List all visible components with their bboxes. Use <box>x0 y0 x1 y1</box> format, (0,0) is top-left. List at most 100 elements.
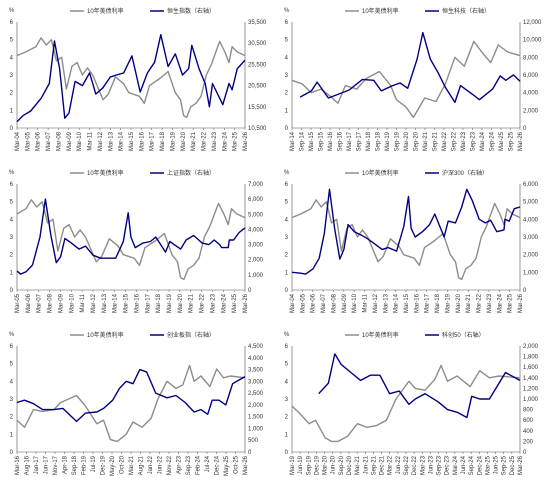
x-tick-label: Jun-22 <box>396 455 402 474</box>
x-tick-label: Sep-23 <box>471 131 477 151</box>
x-tick-label: Mar-22 <box>388 455 394 475</box>
x-tick-label: Sep-19 <box>395 131 401 151</box>
x-tick-label: Dec-20 <box>347 455 353 475</box>
right-tick-label: 10,000 <box>523 38 542 44</box>
left-tick-label: 0 <box>285 288 289 294</box>
x-tick-label: Mar-23 <box>210 293 216 313</box>
left-tick-label: 4 <box>10 55 14 61</box>
x-tick-label: Mar-25 <box>232 293 238 313</box>
x-tick-label: Mar-10 <box>69 293 75 313</box>
x-tick-label: Mar-15 <box>129 131 135 151</box>
right-tick-label: 0 <box>248 288 252 294</box>
legend-label: 恒生指数（右轴） <box>167 7 215 15</box>
x-tick-label: Mar-06 <box>311 293 317 313</box>
x-tick-label: Jun-21 <box>363 455 369 474</box>
x-tick-label: Mar-14 <box>119 131 125 151</box>
x-tick-label: Mar-15 <box>404 293 410 313</box>
x-tick-label: Jul-24 <box>205 455 211 472</box>
series-line-index <box>16 34 246 123</box>
x-tick-label: Mar-11 <box>80 293 86 312</box>
left-tick-label: 6 <box>285 182 289 188</box>
legend-label: 10年美债利率 <box>362 7 399 15</box>
x-tick-label: Sep-19 <box>306 455 312 475</box>
right-tick-label: 0 <box>523 126 527 132</box>
series-line-index <box>16 198 246 275</box>
left-tick-label: 4 <box>285 55 289 61</box>
x-tick-label: Mar-26 <box>518 293 524 313</box>
series-line-index <box>291 188 521 275</box>
x-tick-label: Oct-25 <box>234 455 240 474</box>
x-tick-label: Mar-14 <box>394 293 400 313</box>
x-tick-label: Mar-18 <box>156 293 162 313</box>
left-tick-label: 3 <box>285 397 289 403</box>
x-tick-label: Sep-20 <box>414 131 420 151</box>
left-tick-label: 1 <box>285 108 289 114</box>
right-tick-label: 3,000 <box>248 379 264 385</box>
x-tick-label: Mar-13 <box>383 293 389 313</box>
right-tick-label: 5,000 <box>248 212 264 218</box>
left-axis-unit: % <box>284 332 290 338</box>
x-tick-label: Jul-19 <box>91 455 97 472</box>
x-tick-label: Aug-21 <box>139 455 145 475</box>
x-tick-label: Mar-20 <box>456 293 462 313</box>
left-tick-label: 0 <box>10 450 14 456</box>
x-tick-label: Feb-19 <box>82 455 88 475</box>
x-tick-label: Mar-06 <box>26 293 32 313</box>
x-tick-label: Jun-25 <box>494 455 500 474</box>
x-tick-label: Mar-05 <box>15 293 21 313</box>
x-tick-label: Mar-04 <box>15 131 21 151</box>
x-tick-label: Mar-09 <box>67 131 73 151</box>
x-tick-label: Jun-22 <box>158 455 164 474</box>
right-tick-label: 6,000 <box>523 182 539 188</box>
right-tick-label: 0 <box>523 450 527 456</box>
x-tick-label: Mar-09 <box>58 293 64 313</box>
legend-label: 10年美债利率 <box>87 7 124 15</box>
legend-label: 10年美债利率 <box>87 331 124 339</box>
series-line-index <box>318 353 521 419</box>
chart-panel-5: % 0 1 2 3 4 5 6 0 500 1,000 1,500 2,000 2,500 3,000 3,5… <box>9 331 264 476</box>
x-tick-label: Mar-10 <box>352 293 358 313</box>
x-tick-label: Mar-26 <box>243 131 249 151</box>
x-tick-label: Mar-05 <box>25 131 31 151</box>
x-tick-label: Mar-18 <box>435 293 441 313</box>
x-tick-label: Mar-24 <box>221 293 227 313</box>
left-axis-unit: % <box>9 170 15 176</box>
x-tick-label: Mar-23 <box>461 131 467 151</box>
legend-label: 10年美债利率 <box>362 169 399 177</box>
x-tick-label: Mar-16 <box>139 131 145 151</box>
left-tick-label: 0 <box>285 126 289 132</box>
left-tick-label: 0 <box>10 288 14 294</box>
right-tick-label: 0 <box>523 288 527 294</box>
x-tick-label: Mar-22 <box>442 131 448 151</box>
right-tick-label: 12,000 <box>523 20 542 26</box>
left-tick-label: 2 <box>10 253 14 259</box>
x-tick-label: Sep-23 <box>437 455 443 475</box>
series-line-yield <box>291 40 521 119</box>
x-tick-label: Mar-21 <box>466 293 472 313</box>
right-tick-label: 6,000 <box>523 73 539 79</box>
left-tick-label: 3 <box>10 235 14 241</box>
x-tick-label: Jun-20 <box>331 455 337 474</box>
right-tick-label: 2,000 <box>248 403 264 409</box>
x-tick-label: Mar-24 <box>222 131 228 151</box>
x-tick-label: Mar-08 <box>331 293 337 313</box>
left-tick-label: 1 <box>285 432 289 438</box>
right-tick-label: 2,000 <box>248 258 264 264</box>
x-tick-label: Mar-13 <box>102 293 108 313</box>
right-tick-label: 600 <box>523 418 534 424</box>
left-tick-label: 1 <box>10 270 14 276</box>
left-tick-label: 2 <box>10 91 14 97</box>
right-tick-label: 1,500 <box>248 415 264 421</box>
right-tick-label: 3,000 <box>248 243 264 249</box>
x-tick-label: Jun-23 <box>428 455 434 474</box>
chart-panel-2: % 0 1 2 3 4 5 6 0 2,000 4,000 6,000 8,000 10,000 12,00… <box>284 7 542 151</box>
right-tick-label: 500 <box>248 438 259 444</box>
x-tick-label: Mar-18 <box>160 131 166 151</box>
x-tick-label: Aug-16 <box>25 455 31 475</box>
x-tick-label: Nov-17 <box>53 455 59 475</box>
left-tick-label: 3 <box>285 235 289 241</box>
left-tick-label: 3 <box>10 73 14 79</box>
right-tick-label: 20,500 <box>248 84 267 90</box>
x-tick-label: Dec-21 <box>380 455 386 475</box>
